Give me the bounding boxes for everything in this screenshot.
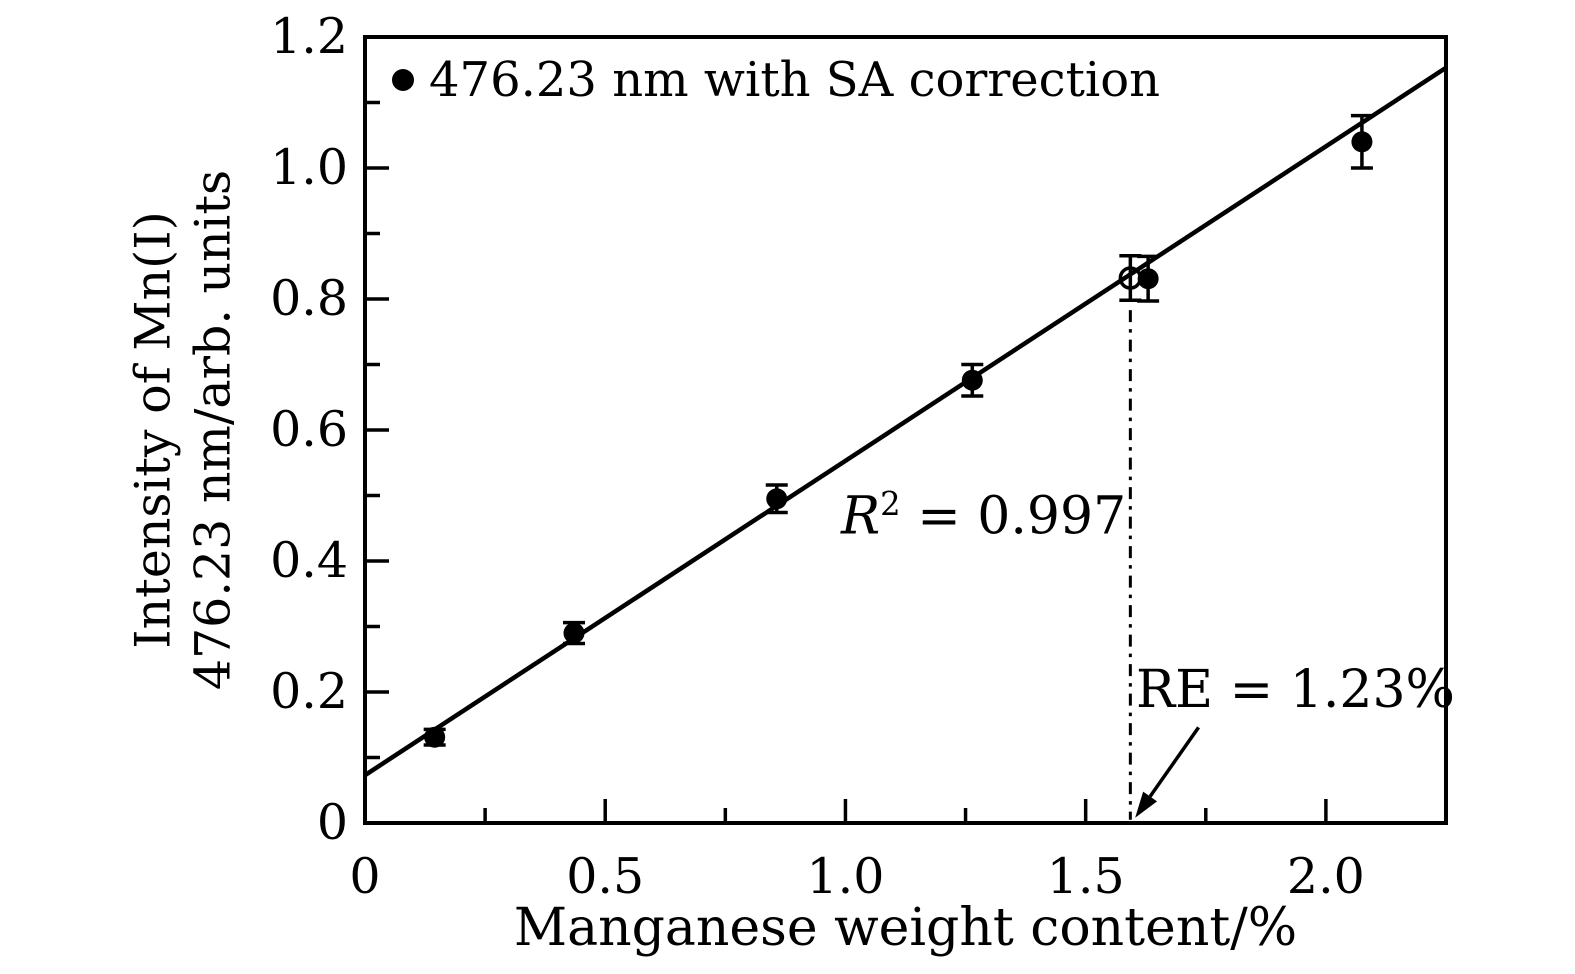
y-axis-title-line2: 476.23 nm/arb. units bbox=[184, 169, 242, 691]
r2-symbol: R bbox=[841, 486, 881, 547]
r-squared-annotation: R2 = 0.997 bbox=[841, 474, 1126, 546]
x-tick-label: 2.0 bbox=[1286, 848, 1365, 905]
data-point-filled bbox=[1351, 131, 1373, 153]
filled-circle-icon bbox=[392, 69, 414, 91]
y-tick-label: 0.4 bbox=[270, 532, 348, 589]
y-tick-label: 0 bbox=[316, 794, 348, 851]
x-tick-label: 1.0 bbox=[806, 848, 885, 905]
annotation-arrow-head bbox=[1135, 791, 1158, 818]
legend: 476.23 nm with SA correction bbox=[392, 50, 1160, 110]
y-tick-label: 0.8 bbox=[270, 270, 348, 327]
y-tick-label: 0.2 bbox=[270, 663, 348, 720]
axes-frame bbox=[363, 35, 1448, 825]
y-tick-label: 1.2 bbox=[270, 8, 348, 65]
y-tick-label: 1.0 bbox=[270, 139, 348, 196]
data-point-filled bbox=[961, 369, 983, 391]
linear-fit-line bbox=[363, 65, 1448, 778]
x-tick-label: 0.5 bbox=[566, 848, 645, 905]
data-point-filled bbox=[766, 488, 788, 510]
y-tick-label: 0.6 bbox=[270, 401, 348, 458]
x-tick-label: 0 bbox=[349, 848, 381, 905]
data-point-filled bbox=[1137, 268, 1159, 290]
x-tick-label: 1.5 bbox=[1046, 848, 1125, 905]
annotation-arrow-shaft bbox=[1148, 726, 1201, 798]
r2-value: = 0.997 bbox=[900, 486, 1127, 547]
data-point-filled bbox=[424, 726, 446, 748]
data-point-filled bbox=[563, 622, 585, 644]
y-axis-title-line1: Intensity of Mn(I) bbox=[124, 211, 182, 649]
r2-exponent: 2 bbox=[880, 485, 901, 523]
data-point-open bbox=[1118, 266, 1143, 290]
legend-label: 476.23 nm with SA correction bbox=[429, 52, 1161, 108]
x-axis-title: Manganese weight content/% bbox=[513, 898, 1298, 958]
relative-error-annotation: RE = 1.23% bbox=[1136, 660, 1455, 720]
